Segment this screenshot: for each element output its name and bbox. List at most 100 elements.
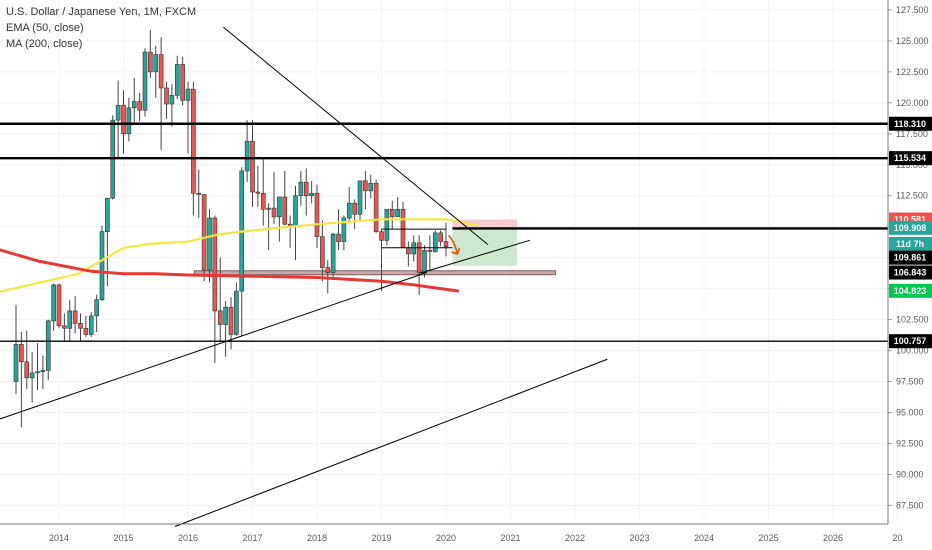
- y-tick-label: 97.500: [896, 377, 924, 387]
- candle-body: [126, 107, 132, 135]
- candle-body: [40, 370, 46, 372]
- candle-body: [260, 192, 266, 210]
- candle-body: [19, 344, 24, 363]
- candle-body: [341, 217, 347, 242]
- price-badge: [889, 237, 932, 252]
- x-tick-label: 2016: [178, 533, 198, 543]
- price-badge-label: 100.757: [894, 336, 927, 346]
- forecast-arrow: [447, 234, 459, 255]
- candle-body: [422, 249, 427, 273]
- candle-body: [234, 290, 239, 335]
- candle-body: [180, 64, 185, 101]
- candle-body: [411, 242, 417, 255]
- candlestick-series: [13, 29, 449, 428]
- candle-body: [196, 192, 202, 195]
- x-tick-label: 2026: [823, 533, 843, 543]
- candle-body: [330, 233, 336, 273]
- candle-body: [389, 209, 395, 218]
- candle-body: [363, 180, 368, 192]
- moving-averages: [0, 218, 479, 293]
- candle-body: [416, 242, 422, 273]
- candle-body: [395, 209, 400, 218]
- candle-body: [277, 196, 282, 218]
- x-tick-label: 2019: [371, 533, 391, 543]
- price-badge: [889, 250, 932, 265]
- ma-legend-label: MA (200, close): [6, 38, 83, 50]
- y-tick-label: 100.000: [896, 346, 929, 356]
- candle-body: [78, 323, 83, 329]
- candle-body: [255, 191, 261, 194]
- candle-body: [88, 315, 94, 335]
- candle-body: [303, 181, 309, 197]
- candle-body: [35, 371, 40, 374]
- candle-body: [67, 310, 73, 329]
- price-badge-label: 104.823: [894, 286, 927, 296]
- candle-body: [191, 88, 196, 194]
- candle-body: [432, 232, 438, 252]
- candle-body: [153, 54, 159, 73]
- y-tick-label: 95.000: [896, 408, 924, 418]
- candle-body: [293, 195, 298, 227]
- x-tick-label: 2015: [113, 533, 133, 543]
- y-tick-label: 120.000: [896, 98, 929, 108]
- price-badge-label: 11d 7h: [896, 239, 924, 249]
- trend-line: [0, 272, 427, 420]
- candle-body: [121, 104, 126, 135]
- candle-body: [56, 284, 62, 327]
- price-badge-label: 109.908: [894, 223, 927, 233]
- candle-body: [185, 88, 191, 101]
- ema-legend-label: EMA (50, close): [6, 22, 84, 34]
- y-tick-label: 112.500: [896, 191, 928, 201]
- stop-loss-zone: [452, 219, 517, 228]
- candle-body: [51, 284, 56, 322]
- chart-legend: U.S. Dollar / Japanese Yen, 1M, FXCM EMA…: [6, 4, 196, 52]
- price-badge: [889, 151, 932, 166]
- x-tick-label: 2018: [307, 533, 327, 543]
- candle-body: [443, 241, 449, 247]
- price-badge: [889, 334, 932, 349]
- candle-body: [244, 140, 250, 172]
- candle-body: [384, 209, 390, 241]
- x-tick-label: 20: [892, 533, 902, 543]
- candle-body: [45, 320, 51, 371]
- take-profit-zone: [452, 227, 517, 266]
- candle-body: [379, 231, 384, 241]
- candle-body: [352, 202, 357, 215]
- price-badge-label: 118.310: [894, 119, 926, 129]
- candle-body: [228, 306, 234, 335]
- price-badge-label: 109.861: [894, 253, 927, 263]
- y-tick-label: 87.500: [896, 500, 924, 510]
- y-tick-label: 125.000: [896, 36, 929, 46]
- drawing-lines: [0, 26, 888, 527]
- candle-body: [115, 104, 121, 121]
- drawing-zones: [193, 219, 557, 276]
- trend-line: [223, 26, 489, 246]
- candle-body: [217, 310, 223, 325]
- candle-body: [212, 217, 218, 312]
- candle-body: [266, 207, 271, 210]
- candle-body: [105, 197, 110, 232]
- ema-50-line: [0, 218, 479, 293]
- candle-body: [406, 247, 411, 255]
- ma-200-line: [0, 248, 460, 293]
- candle-body: [438, 232, 443, 242]
- y-tick-label: 90.000: [896, 469, 924, 479]
- support-zone: [193, 270, 557, 276]
- price-badge: [889, 265, 932, 280]
- y-tick-label: 127.500: [896, 5, 929, 15]
- trend-line: [174, 358, 608, 527]
- y-tick-label: 117.500: [896, 129, 928, 139]
- candle-body: [271, 207, 277, 218]
- x-tick-label: 2024: [694, 533, 714, 543]
- candle-body: [346, 202, 352, 219]
- x-tick-label: 2025: [758, 533, 778, 543]
- candle-body: [164, 87, 169, 105]
- candle-body: [400, 209, 406, 249]
- x-tick-label: 2020: [436, 533, 456, 543]
- price-badge-label: 110.581: [894, 214, 926, 224]
- candle-body: [142, 51, 148, 111]
- price-badge: [889, 116, 932, 131]
- y-tick-label: 92.500: [896, 438, 924, 448]
